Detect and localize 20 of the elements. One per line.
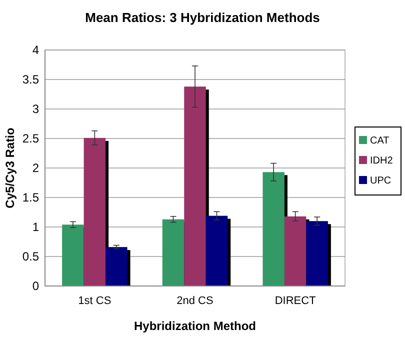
y-tick-label: 4 xyxy=(32,43,40,58)
legend-label: UPC xyxy=(370,176,392,186)
bar xyxy=(62,224,84,286)
y-tick-label: 3.5 xyxy=(22,72,40,87)
y-tick-label: 1 xyxy=(32,220,40,234)
bar xyxy=(162,219,184,286)
y-axis-title: Cy5/Cy3 Ratio xyxy=(3,128,17,208)
chart-title: Mean Ratios: 3 Hybridization Methods xyxy=(85,10,320,25)
y-tick-label: 3 xyxy=(32,102,40,116)
y-tick-label: 0.5 xyxy=(22,250,40,264)
y-tick-label: 1.5 xyxy=(22,190,40,205)
legend-label: IDH2 xyxy=(370,156,394,166)
y-tick-label: 2.5 xyxy=(22,132,40,146)
x-axis-title: Hybridization Method xyxy=(134,319,256,333)
x-tick-label: 1st CS xyxy=(78,295,112,307)
y-tick-label: 0 xyxy=(32,279,40,294)
legend-label: CAT xyxy=(370,136,390,146)
x-tick-label: 2nd CS xyxy=(176,295,214,307)
y-tick-label: 2 xyxy=(32,161,40,176)
x-tick-label: DIRECT xyxy=(274,295,316,307)
